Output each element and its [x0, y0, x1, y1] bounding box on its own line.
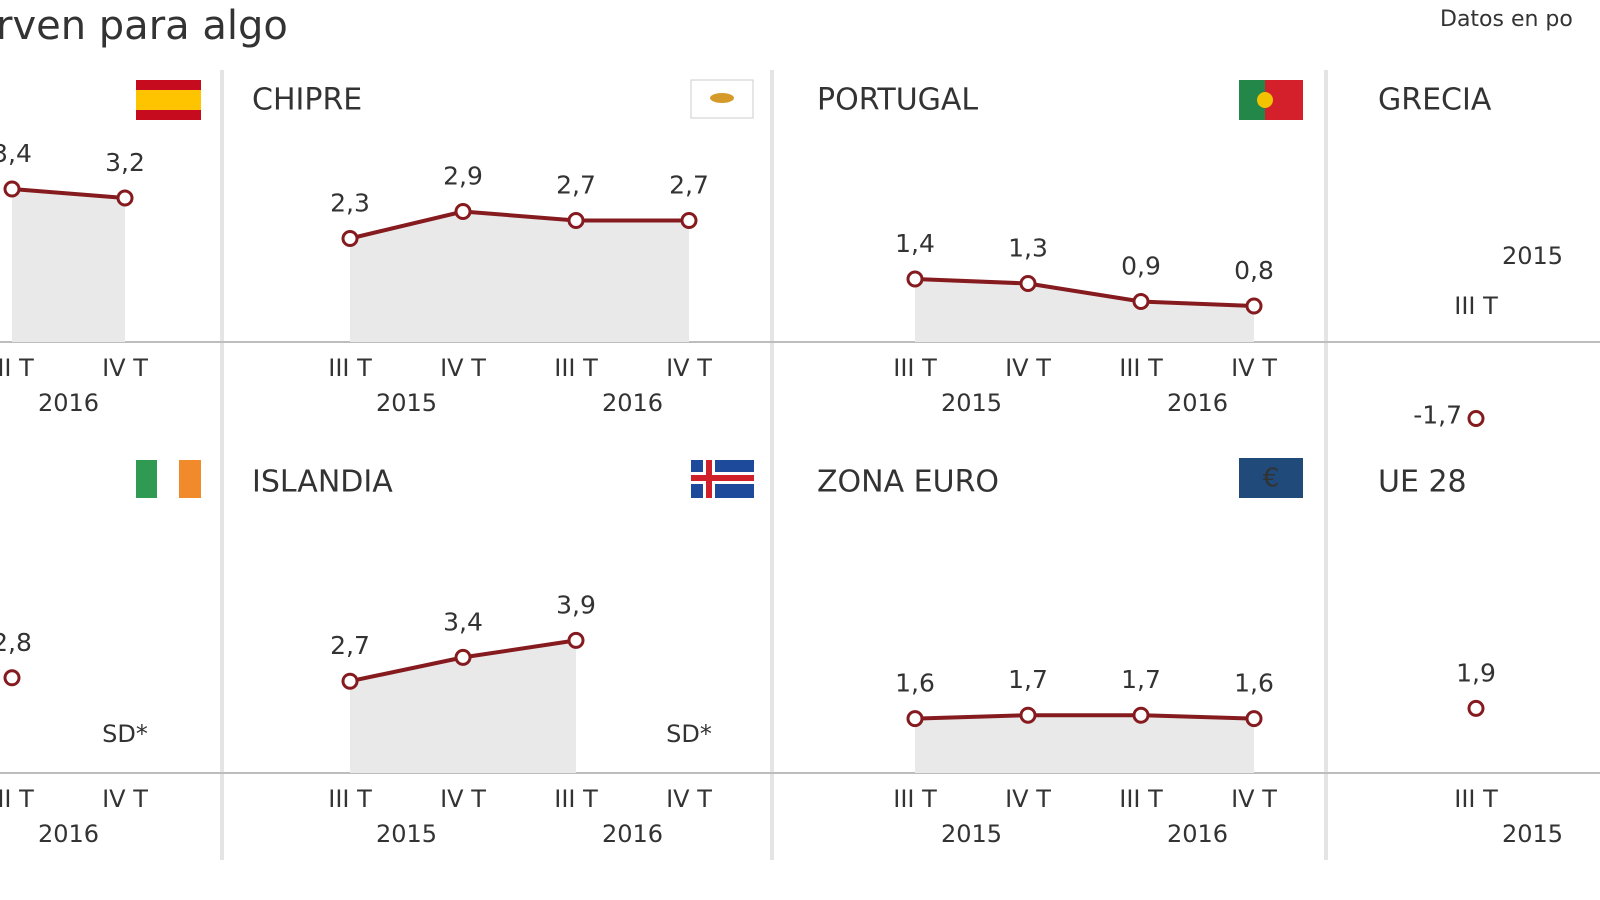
marker — [906, 270, 924, 288]
marker — [1019, 275, 1037, 292]
panel-title: GRECIA — [1378, 83, 1492, 118]
x-tick-label: III T — [328, 354, 372, 382]
value-label: 1,6 — [895, 669, 935, 698]
x-tick-label: IV T — [102, 354, 148, 382]
panel-title: ZONA EURO — [817, 465, 999, 500]
marker — [1019, 706, 1037, 724]
x-tick-label: IV T — [666, 354, 712, 382]
value-label: 1,7 — [1008, 665, 1048, 694]
area-fill — [915, 715, 1254, 773]
marker — [1467, 410, 1485, 427]
subtitle: Datos en po — [1440, 7, 1573, 32]
note: SD* — [666, 720, 712, 748]
note: SD* — [102, 720, 148, 748]
flags: € — [136, 79, 1303, 498]
value-label: 2,8 — [0, 628, 32, 657]
panel-title: CHIPRE — [252, 83, 362, 118]
year-label: 2016 — [1167, 820, 1228, 848]
marker — [1132, 706, 1150, 724]
marker — [116, 189, 134, 207]
x-tick-label: IV T — [1005, 785, 1051, 813]
line — [914, 713, 1255, 721]
value-label: 3,4 — [0, 139, 32, 168]
panel-title: ISLANDIA — [252, 465, 393, 500]
x-tick-label: III T — [893, 354, 937, 382]
marker — [1467, 699, 1485, 717]
year-label: 2015 — [941, 820, 1002, 848]
marker — [341, 230, 359, 247]
area-fill — [915, 279, 1254, 342]
x-tick-label: III T — [554, 785, 598, 813]
panel-title: UE 28 — [1378, 465, 1467, 500]
marker — [3, 180, 21, 198]
x-tick-label: III T — [328, 785, 372, 813]
value-label: 2,9 — [443, 162, 483, 191]
marker — [341, 672, 359, 690]
svg-text:€: € — [1263, 464, 1280, 494]
x-tick-label: IV T — [102, 785, 148, 813]
marker — [906, 710, 924, 728]
value-label: 1,9 — [1456, 658, 1496, 687]
marker — [454, 648, 472, 666]
x-tick-label: III T — [1454, 292, 1498, 320]
x-tick-label: III T — [0, 785, 34, 813]
value-label: 3,4 — [443, 607, 483, 636]
x-tick-label: IV T — [1231, 785, 1277, 813]
title: rven para algo — [0, 3, 288, 49]
x-tick-label: III T — [0, 354, 34, 382]
x-tick-label: IV T — [440, 785, 486, 813]
year-label: 2015 — [376, 820, 437, 848]
panel-title: PORTUGAL — [817, 83, 978, 118]
value-label: 1,6 — [1234, 669, 1274, 698]
x-tick-label: III T — [1119, 354, 1163, 382]
marker — [567, 631, 585, 649]
marker — [1245, 710, 1263, 728]
x-tick-label: IV T — [1231, 354, 1277, 382]
marker — [1245, 297, 1263, 315]
area-fill — [12, 189, 125, 342]
line — [11, 187, 126, 200]
x-tick-label: IV T — [440, 354, 486, 382]
x-tick-label: IV T — [666, 785, 712, 813]
x-tick-label: III T — [554, 354, 598, 382]
marker — [454, 203, 472, 220]
marker — [3, 669, 21, 687]
value-label: -1,7 — [1413, 401, 1462, 430]
x-tick-label: III T — [1454, 785, 1498, 813]
marker — [680, 212, 698, 229]
year-label: 2016 — [602, 820, 663, 848]
x-tick-label: III T — [893, 785, 937, 813]
value-label: 0,9 — [1121, 252, 1161, 281]
area-fill — [350, 211, 689, 342]
year-label: 2015 — [1502, 820, 1563, 848]
value-label: 1,3 — [1008, 234, 1048, 263]
year-label: 2016 — [1167, 389, 1228, 417]
year-label: 2015 — [941, 389, 1002, 417]
value-label: 3,2 — [105, 148, 145, 177]
year-label: 2016 — [38, 389, 99, 417]
marker — [567, 212, 585, 229]
line — [914, 277, 1255, 308]
x-tick-label: III T — [1119, 785, 1163, 813]
year-label: 2016 — [602, 389, 663, 417]
marker — [1132, 293, 1150, 310]
separators — [220, 70, 1328, 860]
value-label: 2,7 — [669, 171, 709, 200]
x-tick-label: IV T — [1005, 354, 1051, 382]
value-label: 1,7 — [1121, 665, 1161, 694]
value-label: 3,9 — [556, 590, 596, 619]
value-label: 0,8 — [1234, 256, 1274, 285]
value-label: 2,7 — [556, 171, 596, 200]
value-label: 1,4 — [895, 229, 935, 258]
area-fill — [350, 640, 576, 773]
year-label: 2015 — [1502, 242, 1563, 270]
value-label: 2,7 — [330, 631, 370, 660]
year-label: 2015 — [376, 389, 437, 417]
value-label: 2,3 — [330, 189, 370, 218]
year-label: 2016 — [38, 820, 99, 848]
line — [349, 209, 689, 241]
